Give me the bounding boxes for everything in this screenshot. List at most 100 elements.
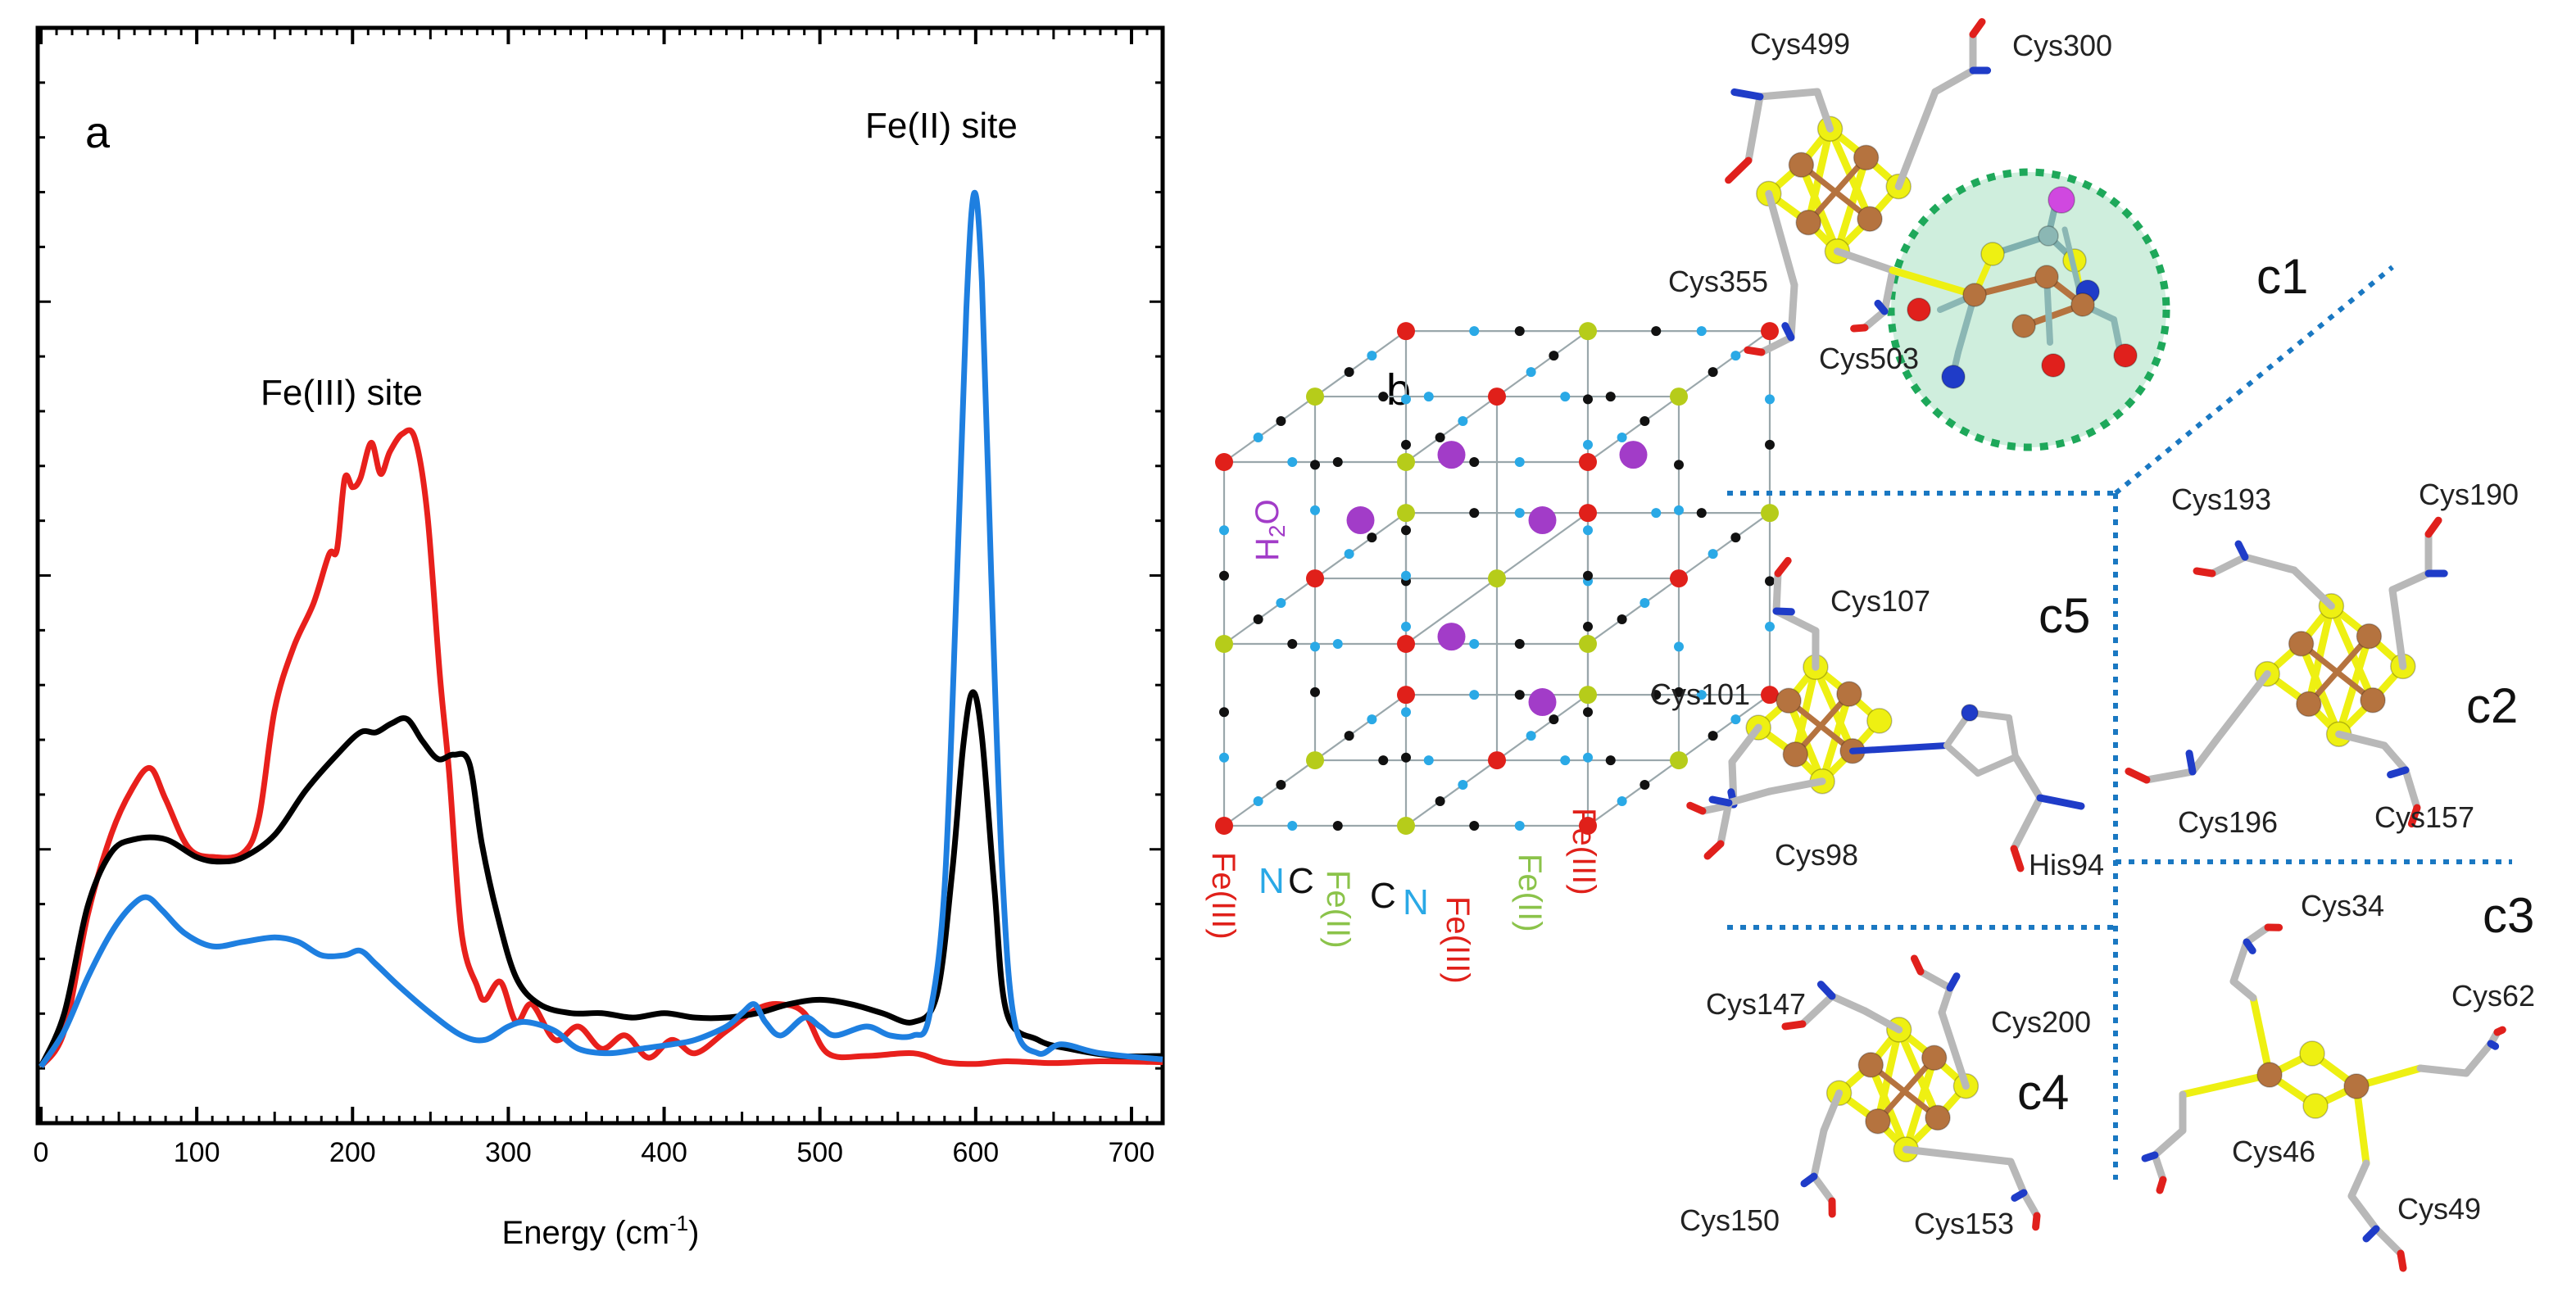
bond [2352,1082,2370,1167]
iron-atom [2356,623,2383,650]
lattice-atom [1344,367,1354,378]
bond [1902,1145,2015,1166]
bond [2241,553,2298,574]
c1-cys300: Cys300 [2012,29,2112,62]
c2-cys157: Cys157 [2374,800,2474,834]
lattice-atom [1560,755,1571,766]
c1-molecule [1725,18,2138,389]
bond [2397,1249,2407,1272]
fe2-atom [1670,751,1688,770]
fe2-atom [1579,322,1597,341]
x-tick-label: 100 [174,1137,220,1168]
c2-label: c2 [2466,678,2518,733]
bond [2335,730,2388,750]
bond [1810,1172,1836,1205]
lattice-atom [1219,752,1229,763]
bond [2380,741,2410,774]
water-sphere [1528,688,1557,717]
lattice-atom [1276,416,1286,427]
x-tick-label: 200 [329,1137,376,1168]
lattice-atom [1310,687,1320,697]
lattice-atom [1469,326,1480,337]
lattice-atom [1605,755,1616,766]
lattice-atom [1696,326,1707,337]
lattice-atom [1469,457,1480,467]
c4-cys150: Cys150 [1680,1203,1780,1237]
lattice-atom [1583,439,1593,450]
lattice-atom [1583,525,1593,536]
lattice-atom [1674,641,1684,652]
lattice-atom [1401,621,1411,632]
bond [1946,972,1961,992]
lattice-atom [1367,532,1377,543]
bond [1816,981,1836,1000]
lattice-atom [1639,416,1650,427]
label-fe3-right: Fe(III) [1566,808,1602,895]
bond [1828,992,1869,1015]
bond [1686,801,1707,815]
label-n-right: N [1403,882,1429,922]
lattice-atom [1765,621,1775,632]
c3-cys49: Cys49 [2397,1192,2481,1226]
water-sphere [1619,441,1648,469]
fe2-atom [1306,387,1324,406]
fe3-atom [1579,817,1597,835]
fe2-atom [1215,635,1233,653]
lattice-atom [1332,821,1343,831]
bond [1805,154,1870,226]
bond [1800,1172,1818,1188]
bond [1874,299,1889,315]
lattice-atom [1560,392,1571,402]
c1-cys499: Cys499 [1750,27,1850,61]
bond [2006,714,2019,760]
lattice-atom [1310,641,1320,652]
nitrogen-atom [1961,704,1979,722]
fe2-atom [1397,817,1415,835]
x-axis-label: Energy (cm-1) [502,1211,700,1251]
cluster-c4: Cys147 Cys200 Cys150 Cys153 c4 [1680,954,2091,1240]
lattice-atom [1458,780,1468,791]
bond [1717,799,1733,848]
iron-atom [1788,152,1815,178]
lattice-atom [1435,796,1445,807]
c2-molecule [2125,516,2448,828]
c3-cys34: Cys34 [2301,889,2384,922]
bond [1820,1089,1844,1135]
lattice-atom [1730,714,1741,725]
bond [1728,723,1762,766]
lattice-atom [1514,690,1525,700]
lattice-atom [1526,731,1536,741]
bond [2010,845,2025,872]
sulfur-atom [2299,1040,2325,1067]
bond [2156,1176,2167,1194]
lattice-atom [1469,639,1480,649]
c2-cys193: Cys193 [2171,483,2271,516]
lattice-atom [1708,367,1718,378]
fe2-site-annotation: Fe(II) site [865,106,1018,146]
c5-label: c5 [2039,588,2090,643]
lattice-atom [1674,505,1684,515]
bond [2185,750,2197,776]
bond [2193,567,2216,578]
bond [1756,88,1821,101]
bond [1781,1020,1807,1031]
label-fe3-left: Fe(III) [1205,852,1241,940]
bond [1765,189,1798,289]
fe3-atom [1306,569,1324,588]
series-red-line [39,427,1163,1069]
bond [2011,753,2044,802]
bond [2151,1151,2167,1184]
fe3-atom [1397,686,1415,705]
water-sphere [1437,623,1466,651]
bond [2388,586,2407,670]
x-tick-label: 400 [641,1137,687,1168]
fe3-atom [1761,322,1779,341]
bond [1875,1054,1938,1125]
label-fe2-right: Fe(II) [1512,854,1548,932]
water-sphere [1346,506,1375,535]
iron-atom [1925,1104,1951,1131]
bond [1725,787,1774,807]
bond [1910,954,1925,976]
fe2-atom [1397,453,1415,471]
series-lines [38,189,1163,1069]
